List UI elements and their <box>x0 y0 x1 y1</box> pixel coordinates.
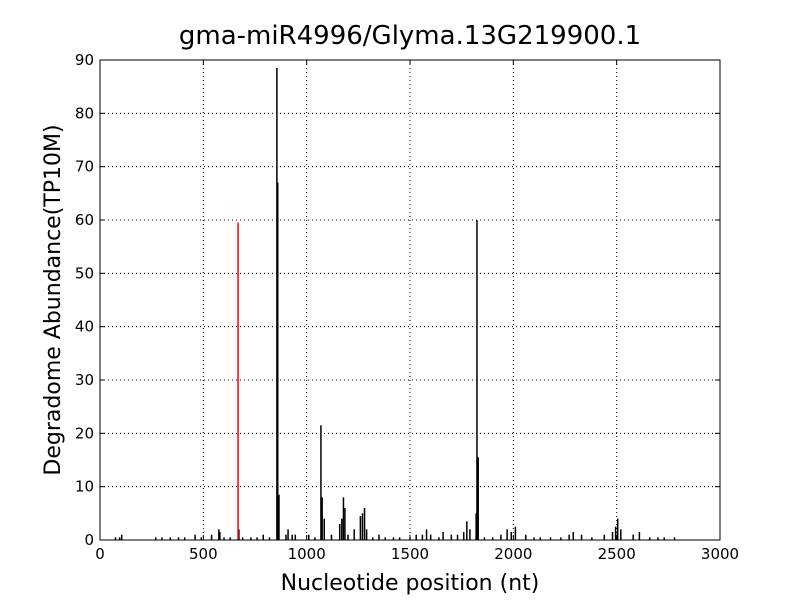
y-axis-label: Degradome Abundance(TP10M) <box>41 124 66 475</box>
chart-title: gma-miR4996/Glyma.13G219900.1 <box>179 21 641 51</box>
y-tick-label: 30 <box>75 371 94 389</box>
x-tick-label: 0 <box>95 545 105 563</box>
x-tick-label: 500 <box>189 545 218 563</box>
x-tick-label: 2000 <box>494 545 532 563</box>
y-tick-label: 40 <box>75 318 94 336</box>
y-tick-label: 10 <box>75 478 94 496</box>
y-tick-label: 80 <box>75 104 94 122</box>
x-tick-label: 1500 <box>391 545 429 563</box>
y-tick-label: 20 <box>75 424 94 442</box>
plot-frame <box>99 59 721 541</box>
y-tick-label: 90 <box>75 51 94 69</box>
y-tick-label: 0 <box>84 531 94 549</box>
y-tick-label: 60 <box>75 211 94 229</box>
x-axis-label: Nucleotide position (nt) <box>281 571 540 596</box>
x-tick-label: 3000 <box>701 545 739 563</box>
x-tick-label: 2500 <box>598 545 636 563</box>
y-tick-label: 50 <box>75 264 94 282</box>
x-tick-label: 1000 <box>288 545 326 563</box>
y-tick-label: 70 <box>75 158 94 176</box>
